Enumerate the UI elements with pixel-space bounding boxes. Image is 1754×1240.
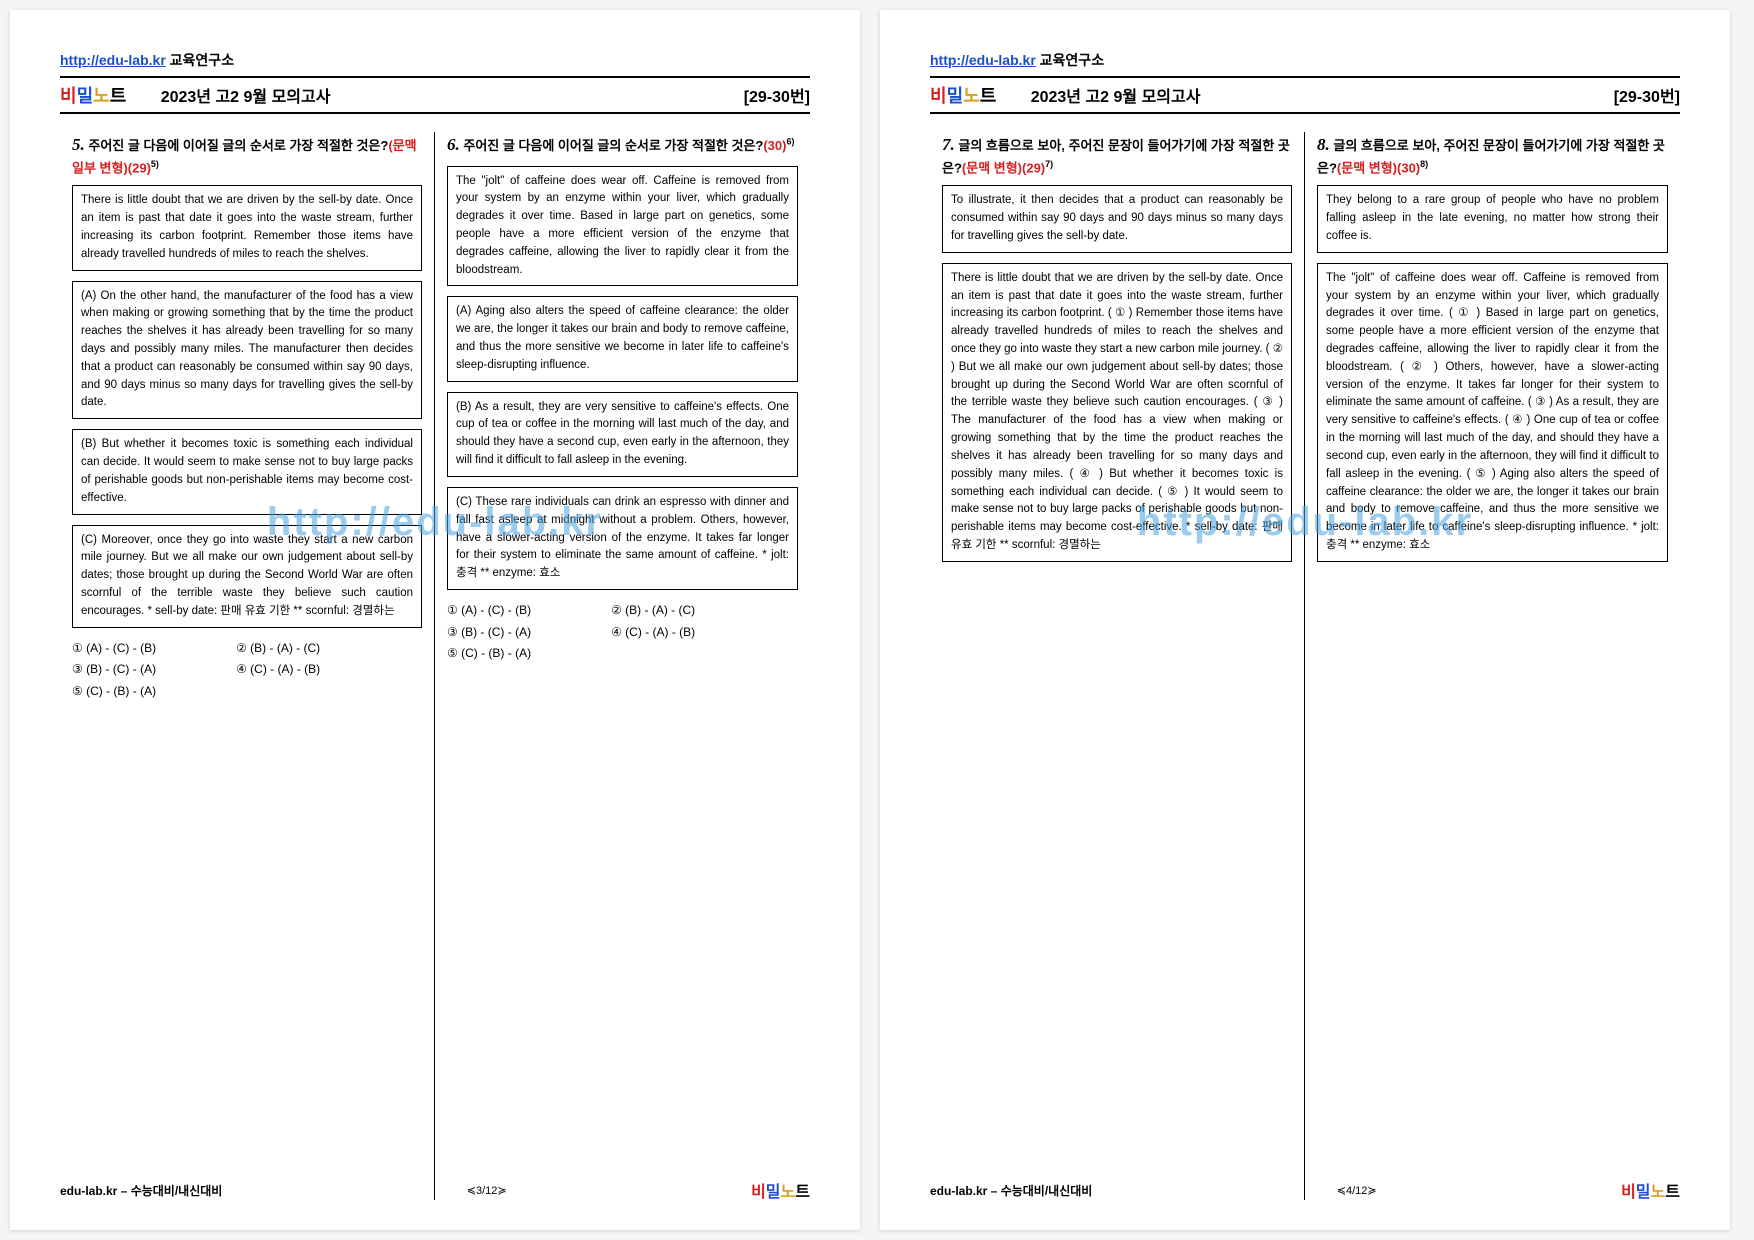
q5-title: 5. 주어진 글 다음에 이어질 글의 순서로 가장 적절한 것은?(문맥 일부… [72,132,422,177]
page-number: ≼3/12≽ [467,1184,507,1197]
q6-choice-3[interactable]: ③ (B) - (C) - (A) [447,622,531,644]
site-url[interactable]: http://edu-lab.kr [60,52,166,68]
q6-box-intro: The "jolt" of caffeine does wear off. Ca… [447,166,798,287]
q6-box-a: (A) Aging also alters the speed of caffe… [447,296,798,381]
footer-brand: 비밀노트 [751,1178,810,1202]
header-bar: 비밀노트 2023년 고2 9월 모의고사 [29-30번] [930,76,1680,114]
column-left: 7. 글의 흐름으로 보아, 주어진 문장이 들어가기에 가장 적절한 곳은?(… [930,132,1305,1200]
q6-box-b: (B) As a result, they are very sensitive… [447,392,798,477]
q7-title: 7. 글의 흐름으로 보아, 주어진 문장이 들어가기에 가장 적절한 곳은?(… [942,132,1292,177]
site-suffix: 교육연구소 [1040,52,1104,68]
q5-box-a: (A) On the other hand, the manufacturer … [72,281,422,420]
q8-box-given: They belong to a rare group of people wh… [1317,185,1668,252]
column-right: 6. 주어진 글 다음에 이어질 글의 순서로 가장 적절한 것은?(30)6)… [435,132,810,1200]
exam-title: 2023년 고2 9월 모의고사 [161,89,331,106]
q6-choice-2[interactable]: ② (B) - (A) - (C) [611,600,695,622]
q5-box-b: (B) But whether it becomes toxic is some… [72,429,422,514]
header-left: 비밀노트 2023년 고2 9월 모의고사 [930,82,1200,108]
q5-answers: ① (A) - (C) - (B) ② (B) - (A) - (C) ③ (B)… [72,638,422,703]
q5-choice-3[interactable]: ③ (B) - (C) - (A) [72,659,156,681]
question-range: [29-30번] [1614,83,1680,107]
footer: edu-lab.kr – 수능대비/내신대비 ≼3/12≽ 비밀노트 [60,1178,810,1202]
footer-left: edu-lab.kr – 수능대비/내신대비 [60,1182,222,1199]
q5-choice-2[interactable]: ② (B) - (A) - (C) [236,638,320,660]
q7-box-main: There is little doubt that we are driven… [942,263,1292,562]
brand-logo: 비밀노트 [930,86,996,106]
q6-choice-4[interactable]: ④ (C) - (A) - (B) [611,622,695,644]
site-link: http://edu-lab.kr 교육연구소 [60,50,810,70]
q6-box-c: (C) These rare individuals can drink an … [447,487,798,590]
exam-title: 2023년 고2 9월 모의고사 [1031,89,1201,106]
q5-choice-4[interactable]: ④ (C) - (A) - (B) [236,659,320,681]
q6-choice-1[interactable]: ① (A) - (C) - (B) [447,600,531,622]
q6-answers: ① (A) - (C) - (B) ② (B) - (A) - (C) ③ (B)… [447,600,798,665]
footer: edu-lab.kr – 수능대비/내신대비 ≼4/12≽ 비밀노트 [930,1178,1680,1202]
q5-box-c: (C) Moreover, once they go into waste th… [72,525,422,628]
brand-logo: 비밀노트 [60,86,126,106]
q5-choice-5[interactable]: ⑤ (C) - (B) - (A) [72,681,156,703]
columns: 7. 글의 흐름으로 보아, 주어진 문장이 들어가기에 가장 적절한 곳은?(… [930,132,1680,1200]
page-4: http://edu-lab.kr 교육연구소 비밀노트 2023년 고2 9월… [880,10,1730,1230]
page-3: http://edu-lab.kr 교육연구소 비밀노트 2023년 고2 9월… [10,10,860,1230]
q5-choice-1[interactable]: ① (A) - (C) - (B) [72,638,156,660]
header-bar: 비밀노트 2023년 고2 9월 모의고사 [29-30번] [60,76,810,114]
column-right: 8. 글의 흐름으로 보아, 주어진 문장이 들어가기에 가장 적절한 곳은?(… [1305,132,1680,1200]
header-left: 비밀노트 2023년 고2 9월 모의고사 [60,82,330,108]
q6-choice-5[interactable]: ⑤ (C) - (B) - (A) [447,643,531,665]
column-left: 5. 주어진 글 다음에 이어질 글의 순서로 가장 적절한 것은?(문맥 일부… [60,132,435,1200]
page-number: ≼4/12≽ [1337,1184,1377,1197]
q7-box-given: To illustrate, it then decides that a pr… [942,185,1292,252]
site-link: http://edu-lab.kr 교육연구소 [930,50,1680,70]
question-range: [29-30번] [744,83,810,107]
q8-box-main: The "jolt" of caffeine does wear off. Ca… [1317,263,1668,562]
footer-brand: 비밀노트 [1621,1178,1680,1202]
footer-left: edu-lab.kr – 수능대비/내신대비 [930,1182,1092,1199]
q5-box-intro: There is little doubt that we are driven… [72,185,422,270]
q6-title: 6. 주어진 글 다음에 이어질 글의 순서로 가장 적절한 것은?(30)6) [447,132,798,158]
q8-title: 8. 글의 흐름으로 보아, 주어진 문장이 들어가기에 가장 적절한 곳은?(… [1317,132,1668,177]
columns: 5. 주어진 글 다음에 이어질 글의 순서로 가장 적절한 것은?(문맥 일부… [60,132,810,1200]
site-url[interactable]: http://edu-lab.kr [930,52,1036,68]
site-suffix: 교육연구소 [170,52,234,68]
